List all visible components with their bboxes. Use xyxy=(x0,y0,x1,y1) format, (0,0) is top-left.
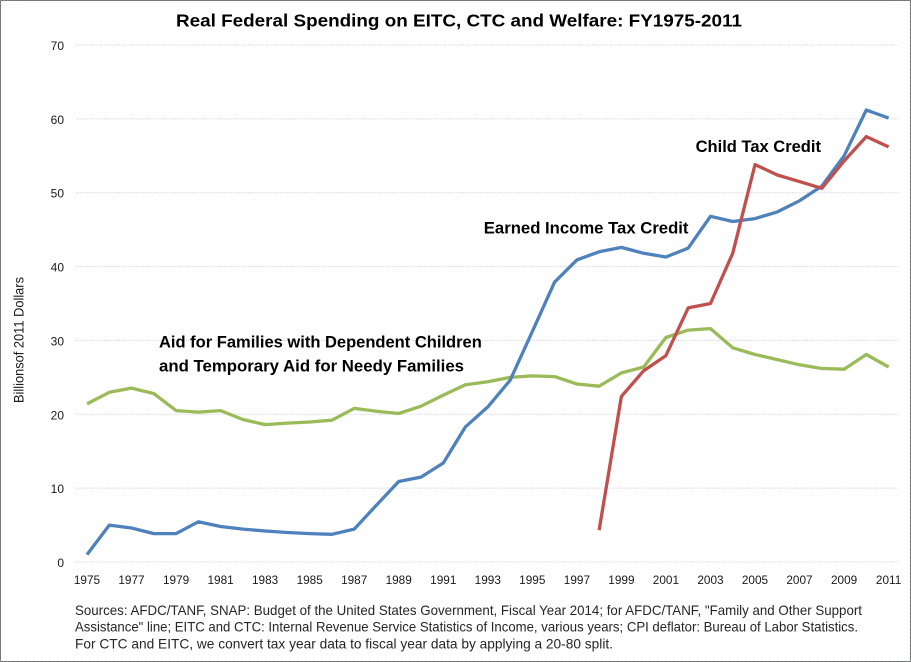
svg-text:1981: 1981 xyxy=(207,573,233,587)
svg-text:40: 40 xyxy=(51,261,65,275)
svg-text:0: 0 xyxy=(57,556,64,570)
svg-text:2011: 2011 xyxy=(876,573,901,587)
svg-text:20: 20 xyxy=(51,408,65,422)
svg-text:30: 30 xyxy=(51,334,65,348)
svg-text:2001: 2001 xyxy=(653,573,679,587)
svg-text:2005: 2005 xyxy=(742,573,769,587)
svg-text:Sources: AFDC/TANF, SNAP: Budg: Sources: AFDC/TANF, SNAP: Budget of the … xyxy=(75,602,862,618)
svg-text:1999: 1999 xyxy=(608,573,634,587)
svg-text:Earned Income Tax Credit: Earned Income Tax Credit xyxy=(484,219,689,237)
svg-text:1977: 1977 xyxy=(118,573,144,587)
svg-text:Billionsof 2011 Dollars: Billionsof 2011 Dollars xyxy=(11,277,27,403)
svg-text:2009: 2009 xyxy=(831,573,857,587)
svg-text:50: 50 xyxy=(51,187,65,201)
svg-text:1993: 1993 xyxy=(475,573,502,587)
svg-text:70: 70 xyxy=(51,39,65,53)
svg-text:1989: 1989 xyxy=(386,573,412,587)
svg-text:1991: 1991 xyxy=(430,573,456,587)
svg-text:1975: 1975 xyxy=(74,573,101,587)
svg-text:10: 10 xyxy=(51,482,65,496)
svg-text:1985: 1985 xyxy=(297,573,324,587)
svg-text:1979: 1979 xyxy=(163,573,189,587)
svg-text:For CTC and EITC, we convert t: For CTC and EITC, we convert tax year da… xyxy=(75,635,613,651)
svg-text:2007: 2007 xyxy=(786,573,812,587)
svg-text:Child Tax Credit: Child Tax Credit xyxy=(696,138,822,156)
svg-text:2003: 2003 xyxy=(697,573,724,587)
svg-text:and Temporary Aid for Needy Fa: and Temporary Aid for Needy Families xyxy=(159,358,464,376)
svg-text:Assistance" line; EITC and CTC: Assistance" line; EITC and CTC: Internal… xyxy=(75,619,858,635)
svg-text:1983: 1983 xyxy=(252,573,279,587)
svg-text:1995: 1995 xyxy=(519,573,546,587)
svg-text:Real Federal Spending on EITC,: Real Federal Spending on EITC, CTC and W… xyxy=(176,11,742,31)
svg-text:60: 60 xyxy=(51,113,65,127)
svg-text:1987: 1987 xyxy=(341,573,367,587)
svg-text:Aid for Families with Dependen: Aid for Families with Dependent Children xyxy=(159,334,482,352)
svg-text:1997: 1997 xyxy=(564,573,590,587)
